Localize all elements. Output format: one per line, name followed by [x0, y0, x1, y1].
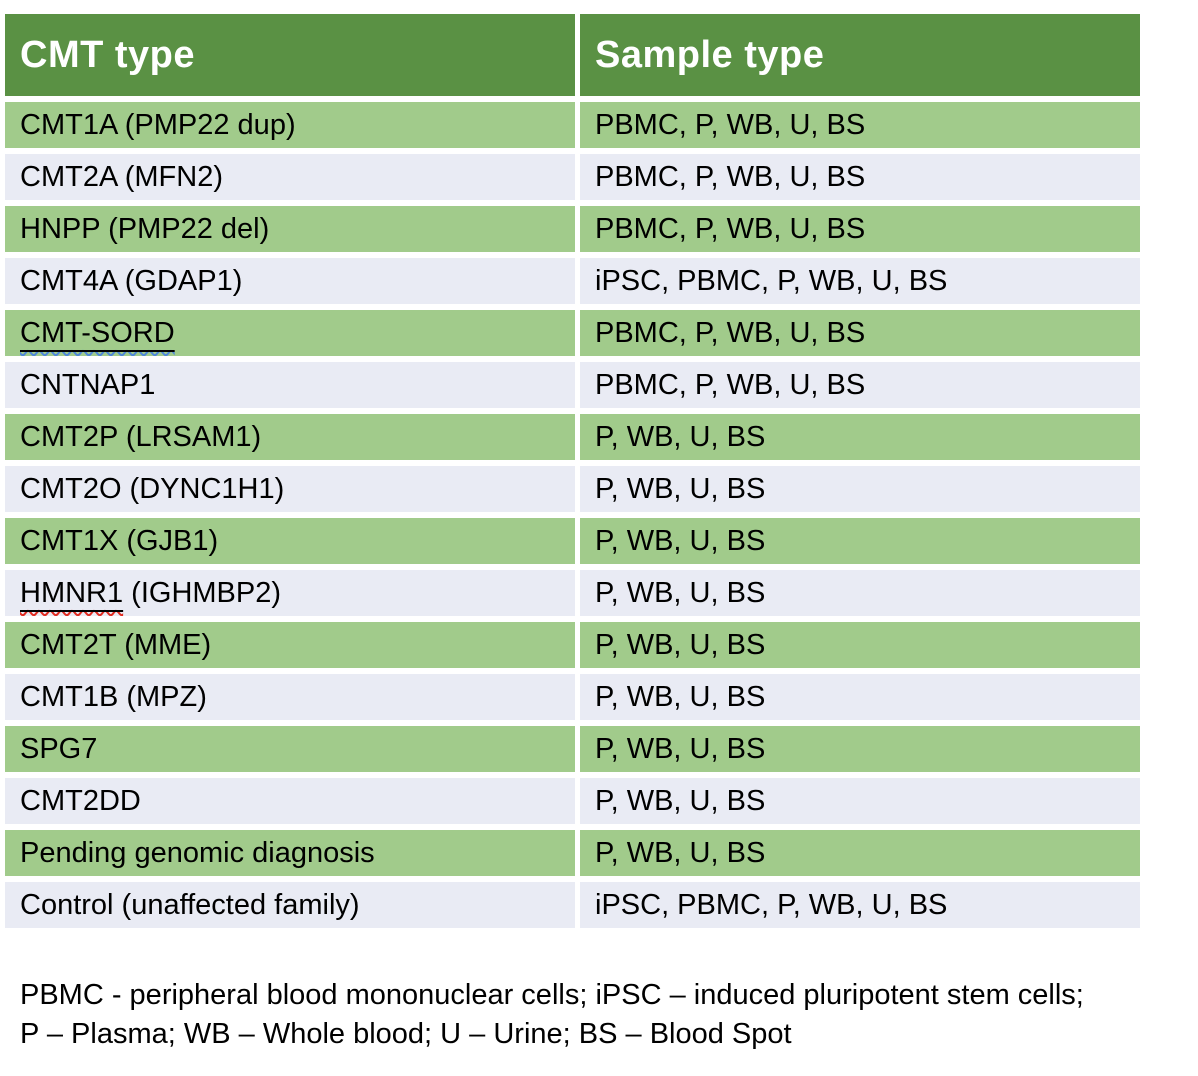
cmt-type-cell: CMT2DD	[5, 778, 575, 824]
cmt-type-cell: Control (unaffected family)	[5, 882, 575, 928]
cmt-type-cell: CMT2P (LRSAM1)	[5, 414, 575, 460]
cmt-type-cell: Pending genomic diagnosis	[5, 830, 575, 876]
table-row: CMT1B (MPZ) P, WB, U, BS	[5, 674, 1140, 720]
underlined-text: HMNR1	[20, 576, 124, 609]
cmt-type-cell: CMT2T (MME)	[5, 622, 575, 668]
sample-type-cell: P, WB, U, BS	[580, 830, 1140, 876]
table-row: CMT2O (DYNC1H1) P, WB, U, BS	[5, 466, 1140, 512]
cmt-type-cell: SPG7	[5, 726, 575, 772]
table-header: CMT type Sample type	[5, 14, 1140, 96]
cmt-type-cell: CMT-SORD	[5, 310, 575, 356]
header-sample-type: Sample type	[580, 14, 1140, 96]
sample-type-cell: P, WB, U, BS	[580, 674, 1140, 720]
cmt-type-cell: CMT2A (MFN2)	[5, 154, 575, 200]
sample-type-cell: iPSC, PBMC, P, WB, U, BS	[580, 258, 1140, 304]
sample-type-cell: PBMC, P, WB, U, BS	[580, 154, 1140, 200]
cmt-type-cell: CMT1X (GJB1)	[5, 518, 575, 564]
sample-type-cell: iPSC, PBMC, P, WB, U, BS	[580, 882, 1140, 928]
table-row: CMT2DD P, WB, U, BS	[5, 778, 1140, 824]
sample-type-cell: P, WB, U, BS	[580, 726, 1140, 772]
table-row: SPG7 P, WB, U, BS	[5, 726, 1140, 772]
table-row: CMT1A (PMP22 dup) PBMC, P, WB, U, BS	[5, 102, 1140, 148]
sample-type-cell: PBMC, P, WB, U, BS	[580, 362, 1140, 408]
legend-line-1: PBMC - peripheral blood mononuclear cell…	[20, 979, 1084, 1011]
table-body: CMT1A (PMP22 dup) PBMC, P, WB, U, BS CMT2A…	[5, 102, 1140, 928]
sample-type-cell: P, WB, U, BS	[580, 518, 1140, 564]
legend-line-2: P – Plasma; WB – Whole blood; U – Urine;…	[20, 1018, 792, 1050]
sample-type-cell: P, WB, U, BS	[580, 466, 1140, 512]
cmt-sample-table: CMT type Sample type CMT1A (PMP22 dup) PB…	[0, 8, 1145, 934]
cmt-type-cell: CNTNAP1	[5, 362, 575, 408]
sample-type-cell: PBMC, P, WB, U, BS	[580, 206, 1140, 252]
spellcheck-squiggle-blue: CMT-SORD	[20, 317, 175, 349]
table-row: HMNR1 (IGHMBP2) P, WB, U, BS	[5, 570, 1140, 616]
underlined-text: CMT-SORD	[20, 316, 175, 349]
table-row: CNTNAP1 PBMC, P, WB, U, BS	[5, 362, 1140, 408]
table-row: CMT1X (GJB1) P, WB, U, BS	[5, 518, 1140, 564]
cmt-type-cell: CMT1B (MPZ)	[5, 674, 575, 720]
sample-type-cell: P, WB, U, BS	[580, 778, 1140, 824]
table-row: Pending genomic diagnosis P, WB, U, BS	[5, 830, 1140, 876]
cmt-type-cell: HNPP (PMP22 del)	[5, 206, 575, 252]
header-cmt-type: CMT type	[5, 14, 575, 96]
sample-type-cell: PBMC, P, WB, U, BS	[580, 102, 1140, 148]
table-row: CMT4A (GDAP1) iPSC, PBMC, P, WB, U, BS	[5, 258, 1140, 304]
cmt-type-cell: CMT1A (PMP22 dup)	[5, 102, 575, 148]
table-row: Control (unaffected family) iPSC, PBMC, P…	[5, 882, 1140, 928]
sample-type-cell: P, WB, U, BS	[580, 570, 1140, 616]
spellcheck-squiggle-red: HMNR1	[20, 577, 123, 609]
table-row: CMT2A (MFN2) PBMC, P, WB, U, BS	[5, 154, 1140, 200]
cmt-type-cell: HMNR1 (IGHMBP2)	[5, 570, 575, 616]
table-row: CMT-SORD PBMC, P, WB, U, BS	[5, 310, 1140, 356]
cmt-type-cell: CMT4A (GDAP1)	[5, 258, 575, 304]
table-row: CMT2T (MME) P, WB, U, BS	[5, 622, 1140, 668]
header-row: CMT type Sample type	[5, 14, 1140, 96]
cmt-type-cell: CMT2O (DYNC1H1)	[5, 466, 575, 512]
abbreviation-legend: PBMC - peripheral blood mononuclear cell…	[20, 976, 1190, 1054]
sample-type-cell: PBMC, P, WB, U, BS	[580, 310, 1140, 356]
page: CMT type Sample type CMT1A (PMP22 dup) PB…	[0, 8, 1190, 1054]
sample-type-cell: P, WB, U, BS	[580, 622, 1140, 668]
table-row: HNPP (PMP22 del) PBMC, P, WB, U, BS	[5, 206, 1140, 252]
table-row: CMT2P (LRSAM1) P, WB, U, BS	[5, 414, 1140, 460]
sample-type-cell: P, WB, U, BS	[580, 414, 1140, 460]
